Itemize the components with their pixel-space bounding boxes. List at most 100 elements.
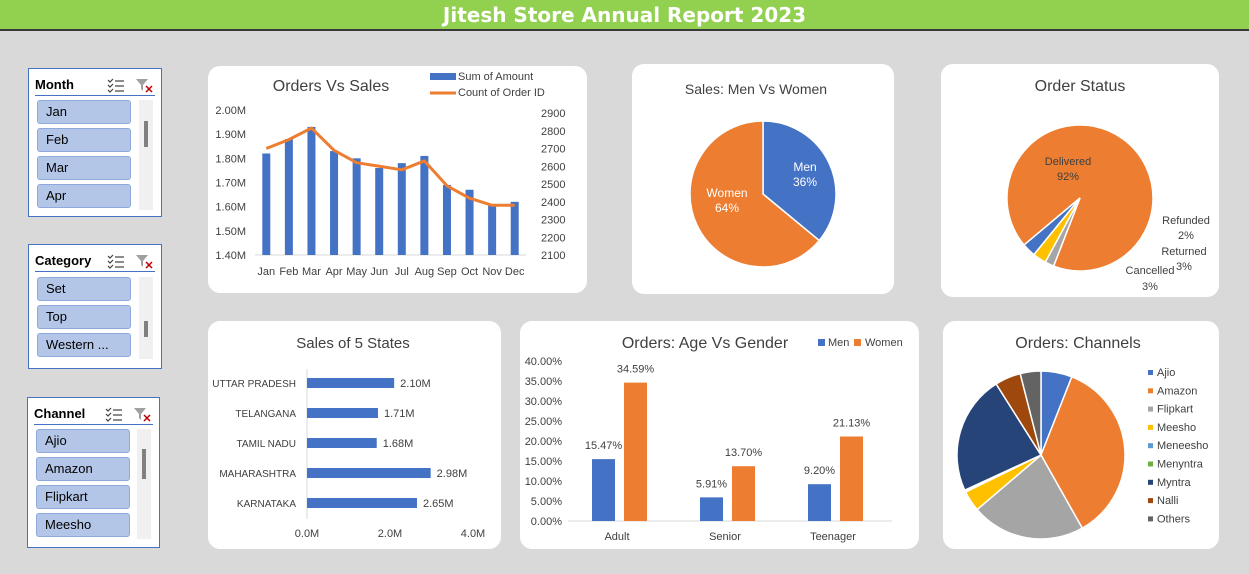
scrollbar-thumb[interactable] [144,321,148,337]
y-tick: 15.00% [525,456,563,468]
legend-label-men: Men [828,337,849,349]
label-refunded: Refunded [1162,215,1210,227]
men-bar-adult [592,459,615,521]
slicer-item-set[interactable]: Set [37,277,131,301]
slicer-scrollbar[interactable] [139,277,153,359]
women-bar-senior [732,466,755,521]
chart-title: Sales of 5 States [296,335,409,352]
clear-filter-icon[interactable] [133,76,155,94]
amount-bar-jun [375,168,384,255]
amount-bar-mar [307,126,316,255]
right-axis-tick: 2300 [541,215,565,227]
x-tick-may: May [346,266,367,278]
x-tick-feb: Feb [279,266,298,278]
channel-slicer[interactable]: Channel Ajio Amazon Flipkart Meesho [27,397,160,548]
x-tick-apr: Apr [325,266,342,278]
y-tick: 40.00% [525,356,563,368]
slicer-item-meesho[interactable]: Meesho [36,513,130,537]
chart-title: Sales: Men Vs Women [685,81,827,97]
legend-label-meneesho: Meneesho [1157,440,1208,452]
slice-cancelled [1023,197,1081,256]
state-label-maharashtra: MAHARASHTRA [219,469,296,480]
slicer-header: Category [35,250,155,272]
label-women: Women [706,186,747,200]
scrollbar-thumb[interactable] [142,449,146,479]
category-slicer[interactable]: Category Set Top Western ... [28,244,162,369]
value-returned: 3% [1176,261,1192,273]
state-bar-tamil-nadu [307,438,377,448]
left-axis-tick: 1.80M [215,153,246,165]
state-bar-telangana [307,408,378,418]
men-value-teenager: 9.20% [804,465,835,477]
legend-swatch-myntra [1148,479,1153,485]
slice-flipkart [976,453,1084,540]
legend-swatch-flipkart [1148,406,1153,412]
state-bar-karnataka [307,498,417,508]
amount-bar-jul [397,163,406,255]
right-axis-tick: 2800 [541,126,565,138]
legend-swatch-meneesho [1148,443,1153,449]
multi-select-icon[interactable] [105,76,127,94]
slicer-scrollbar[interactable] [139,100,153,210]
legend-label-amazon: Amazon [1157,385,1197,397]
orders-vs-sales-chart: Orders Vs Sales Sum of Amount Count of Ord… [215,71,565,278]
slice-women [689,120,821,268]
slicer-item-apr[interactable]: Apr [37,184,131,208]
value-women: 64% [715,201,739,215]
multi-select-icon[interactable] [103,405,125,423]
value-delivered: 92% [1057,171,1079,183]
legend-label-ajio: Ajio [1157,367,1175,379]
report-title: Jitesh Store Annual Report 2023 [442,2,807,27]
value-refunded: 2% [1178,230,1194,242]
amount-bar-jan [262,153,271,255]
legend-label-others: Others [1157,513,1191,525]
slicer-scrollbar[interactable] [137,429,151,539]
slice-men [762,120,837,242]
y-tick: 10.00% [525,476,563,488]
y-tick: 20.00% [525,436,563,448]
channels-chart: Orders: Channels Ajio Amazon Flipkart Meesho… [956,335,1208,540]
x-tick-jan: Jan [257,266,275,278]
right-axis-tick: 2500 [541,179,565,191]
amount-bar-dec [510,201,519,255]
right-axis-tick: 2900 [541,108,565,120]
state-label-tamil-nadu: TAMIL NADU [237,439,296,450]
legend-swatch-amazon [1148,388,1153,394]
x-tick: 2.0M [378,528,402,540]
slicer-item-feb[interactable]: Feb [37,128,131,152]
slicer-item-western[interactable]: Western ... [37,333,131,357]
legend-label-nalli: Nalli [1157,495,1178,507]
slicer-item-flipkart[interactable]: Flipkart [36,485,130,509]
men-value-senior: 5.91% [696,478,727,490]
state-value-uttar-pradesh: 2.10M [400,378,431,390]
left-axis-tick: 2.00M [215,105,246,117]
multi-select-icon[interactable] [105,252,127,270]
x-tick: 0.0M [295,528,319,540]
slicer-item-mar[interactable]: Mar [37,156,131,180]
legend-swatch-men [818,339,825,346]
slicer-item-jan[interactable]: Jan [37,100,131,124]
value-men: 36% [793,175,817,189]
scrollbar-thumb[interactable] [144,121,148,147]
left-axis-tick: 1.90M [215,129,246,141]
orders-line [265,126,515,207]
slicer-item-top[interactable]: Top [37,305,131,329]
clear-filter-icon[interactable] [131,405,153,423]
y-tick: 5.00% [531,496,562,508]
right-axis-tick: 2100 [541,250,565,262]
slicer-item-ajio[interactable]: Ajio [36,429,130,453]
month-slicer[interactable]: Month Jan Feb Mar Apr [28,68,162,217]
slicer-item-amazon[interactable]: Amazon [36,457,130,481]
x-tick-senior: Senior [709,531,741,543]
slicer-header: Channel [34,403,153,425]
right-axis-tick: 2400 [541,197,565,209]
x-tick-nov: Nov [482,266,502,278]
women-value-senior: 13.70% [725,447,763,459]
x-tick-dec: Dec [505,266,525,278]
slice-amazon [1040,375,1126,530]
clear-filter-icon[interactable] [133,252,155,270]
state-value-karnataka: 2.65M [423,498,454,510]
state-bar-maharashtra [307,468,431,478]
amount-bar-oct [465,189,474,255]
